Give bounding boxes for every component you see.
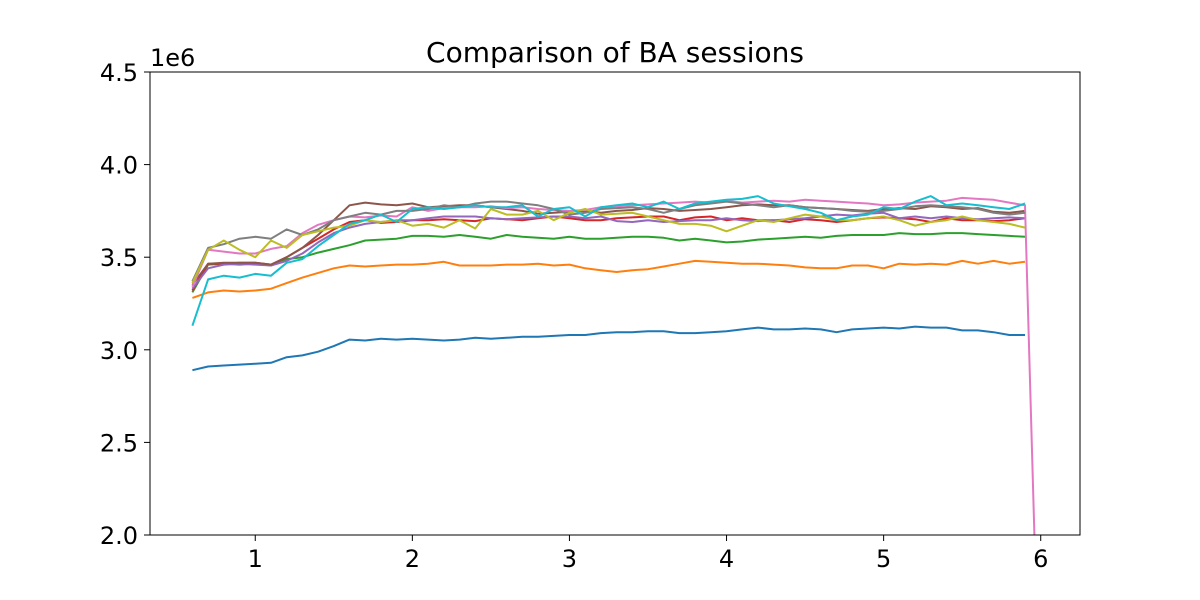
series-line-7 xyxy=(191,196,1036,536)
y-tick-label: 3.5 xyxy=(100,244,138,272)
series-line-1 xyxy=(192,325,1025,372)
series-layer xyxy=(191,195,1036,536)
series-line-8 xyxy=(191,200,1026,282)
x-tick-label: 6 xyxy=(1033,545,1048,573)
x-tick-label: 3 xyxy=(562,545,577,573)
x-tick-label: 5 xyxy=(876,545,891,573)
x-tick-label: 1 xyxy=(248,545,263,573)
x-tick-label: 2 xyxy=(405,545,420,573)
series-line-5 xyxy=(191,211,1026,290)
series-line-2 xyxy=(192,259,1026,299)
y-tick-label: 4.5 xyxy=(100,59,138,87)
plot-frame xyxy=(149,71,1081,536)
y-tick-label: 4.0 xyxy=(100,152,138,180)
ticks-layer: 1 2 3 4 5 6 2.0 2.5 3.0 3.5 4.0 4.5 xyxy=(100,59,1049,573)
y-tick-label: 2.5 xyxy=(100,429,138,457)
x-tick-label: 4 xyxy=(719,545,734,573)
series-line-3 xyxy=(191,232,1026,293)
y-tick-label: 2.0 xyxy=(100,522,138,550)
y-tick-label: 3.0 xyxy=(100,337,138,365)
y-offset-label: 1e6 xyxy=(150,44,195,72)
series-line-9 xyxy=(191,208,1026,284)
series-line-10 xyxy=(191,195,1026,327)
chart-title: Comparison of BA sessions xyxy=(426,36,804,69)
